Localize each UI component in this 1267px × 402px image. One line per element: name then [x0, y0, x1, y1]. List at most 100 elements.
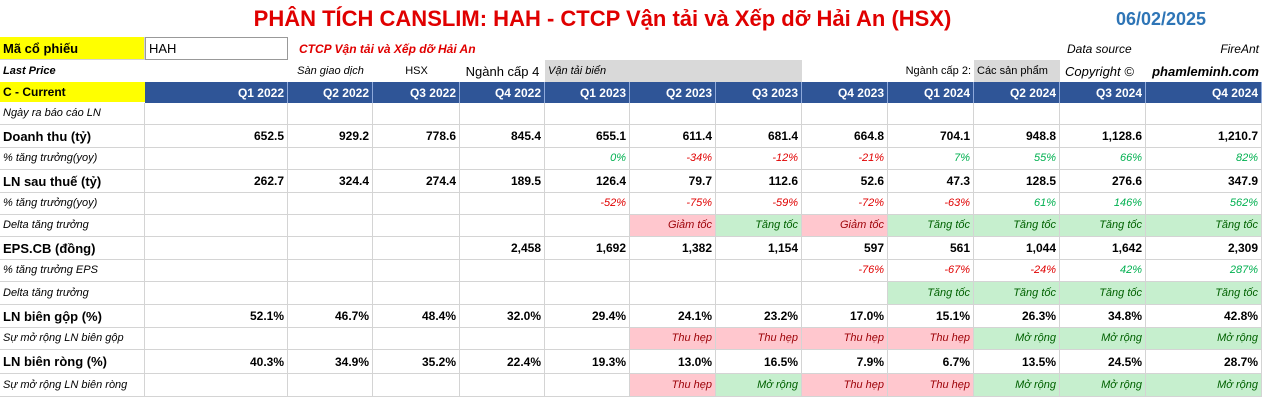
table-cell [460, 328, 545, 350]
table-cell: -67% [888, 260, 974, 282]
row-label: LN sau thuế (tỷ) [0, 170, 145, 193]
exchange: HSX [405, 64, 428, 77]
table-cell: 189.5 [460, 170, 545, 193]
table-cell: Mở rộng [1060, 374, 1146, 397]
row-label: Sự mở rộng LN biên gộp [0, 328, 145, 350]
report-date: 06/02/2025 [1115, 8, 1207, 29]
table-cell [545, 260, 630, 282]
column-header: Q1 2024 [888, 82, 974, 103]
table-cell [288, 193, 373, 215]
table-cell: Mở rộng [974, 328, 1060, 350]
table-cell: 32.0% [460, 305, 545, 328]
table-cell: Mở rộng [1060, 328, 1146, 350]
table-cell: Tăng tốc [888, 215, 974, 237]
table-cell [145, 148, 288, 170]
table-cell: 948.8 [974, 125, 1060, 148]
table-cell [145, 193, 288, 215]
table-cell [460, 148, 545, 170]
table-cell: -21% [802, 148, 888, 170]
table-cell: 0% [545, 148, 630, 170]
table-cell: 48.4% [373, 305, 460, 328]
exchange-label: Sàn giao dịch [297, 64, 364, 77]
table-cell: Tăng tốc [716, 215, 802, 237]
table-cell: Tăng tốc [888, 282, 974, 305]
table-cell: 47.3 [888, 170, 974, 193]
table-cell [288, 374, 373, 397]
row-label: Delta tăng trưởng [0, 282, 145, 305]
corner-label: C - Current [0, 82, 145, 103]
table-cell: 704.1 [888, 125, 974, 148]
column-header: Q2 2022 [288, 82, 373, 103]
industry4: Vận tải biển [545, 60, 802, 82]
table-cell [373, 328, 460, 350]
row-label: LN biên gộp (%) [0, 305, 145, 328]
table-cell [373, 282, 460, 305]
table-cell [145, 103, 288, 125]
table-cell: 17.0% [802, 305, 888, 328]
table-cell [460, 103, 545, 125]
table-cell [630, 103, 716, 125]
table-cell: 6.7% [888, 350, 974, 374]
industry2-label: Ngành cấp 2: [905, 64, 971, 77]
table-cell [373, 374, 460, 397]
table-cell [145, 374, 288, 397]
table-cell [545, 282, 630, 305]
ticker-label: Mã cổ phiếu [0, 37, 145, 60]
table-cell [145, 237, 288, 260]
table-cell: 61% [974, 193, 1060, 215]
table-cell: Thu hẹp [630, 374, 716, 397]
column-header: Q4 2023 [802, 82, 888, 103]
row-label: Ngày ra báo cáo LN [0, 103, 145, 125]
table-cell: 79.7 [630, 170, 716, 193]
table-cell [802, 282, 888, 305]
table-cell [630, 282, 716, 305]
table-cell [545, 328, 630, 350]
table-cell: 128.5 [974, 170, 1060, 193]
table-cell: 7% [888, 148, 974, 170]
table-cell: 29.4% [545, 305, 630, 328]
table-cell [288, 103, 373, 125]
table-cell: 7.9% [802, 350, 888, 374]
table-cell: Thu hẹp [802, 328, 888, 350]
table-cell: Tăng tốc [974, 282, 1060, 305]
row-label: % tăng trưởng EPS [0, 260, 145, 282]
table-cell: Thu hẹp [802, 374, 888, 397]
row-label: EPS.CB (đồng) [0, 237, 145, 260]
table-cell: Thu hẹp [888, 328, 974, 350]
table-cell: 55% [974, 148, 1060, 170]
column-header: Q3 2022 [373, 82, 460, 103]
table-cell [288, 328, 373, 350]
table-cell: -34% [630, 148, 716, 170]
table-cell: 664.8 [802, 125, 888, 148]
industry2: Các sản phẩm [974, 60, 1060, 82]
table-cell: -59% [716, 193, 802, 215]
table-cell: 2,309 [1146, 237, 1262, 260]
table-cell: 287% [1146, 260, 1262, 282]
table-cell: 562% [1146, 193, 1262, 215]
table-cell: Thu hẹp [630, 328, 716, 350]
table-cell: Mở rộng [1146, 374, 1262, 397]
table-cell: 82% [1146, 148, 1262, 170]
table-cell: Tăng tốc [1060, 215, 1146, 237]
table-cell [373, 193, 460, 215]
column-header: Q4 2022 [460, 82, 545, 103]
table-cell: 52.1% [145, 305, 288, 328]
table-cell: 13.0% [630, 350, 716, 374]
table-cell [888, 103, 974, 125]
table-cell: -24% [974, 260, 1060, 282]
table-cell: -63% [888, 193, 974, 215]
table-cell: Thu hẹp [716, 328, 802, 350]
table-cell: Mở rộng [974, 374, 1060, 397]
table-cell: 146% [1060, 193, 1146, 215]
copyright: phamleminh.com [1152, 63, 1259, 79]
table-cell [288, 215, 373, 237]
table-cell [630, 260, 716, 282]
table-cell: 42% [1060, 260, 1146, 282]
table-cell: 26.3% [974, 305, 1060, 328]
table-cell: -72% [802, 193, 888, 215]
table-cell: 1,692 [545, 237, 630, 260]
table-cell: 35.2% [373, 350, 460, 374]
table-cell: Tăng tốc [1146, 282, 1262, 305]
table-cell: 1,642 [1060, 237, 1146, 260]
